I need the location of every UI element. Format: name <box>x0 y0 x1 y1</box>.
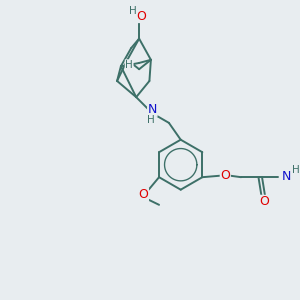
Text: O: O <box>259 195 269 208</box>
Text: H: H <box>292 165 299 175</box>
Text: O: O <box>136 10 146 22</box>
Text: H: H <box>125 60 133 70</box>
Text: H: H <box>147 115 155 125</box>
Text: O: O <box>139 188 148 201</box>
Text: O: O <box>220 169 230 182</box>
Text: H: H <box>129 6 136 16</box>
Text: N: N <box>148 103 157 116</box>
Text: N: N <box>282 170 291 183</box>
